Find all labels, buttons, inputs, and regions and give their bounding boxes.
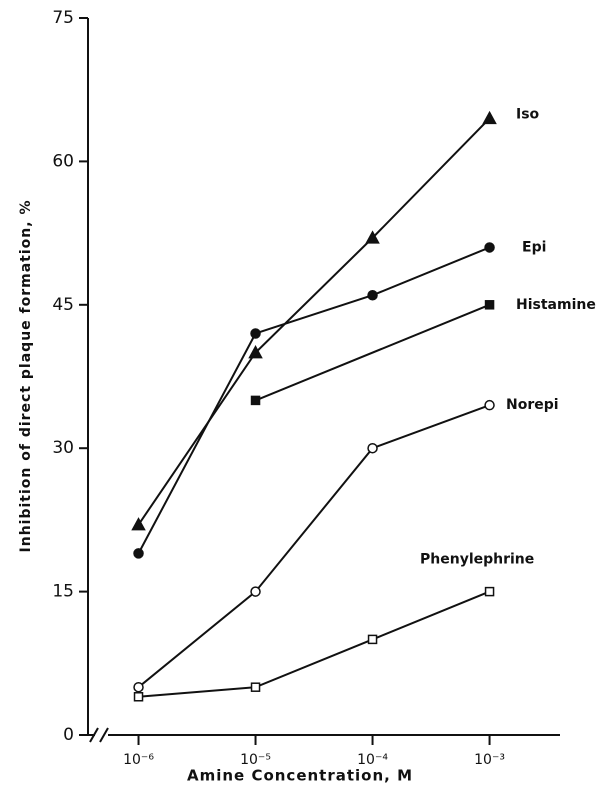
marker xyxy=(133,548,144,559)
marker xyxy=(250,586,261,597)
x-tick-label: 10⁻⁵ xyxy=(240,752,271,768)
series-line xyxy=(137,246,490,554)
y-tick-label: 45 xyxy=(52,295,74,315)
x-axis xyxy=(88,727,560,743)
series-label: Norepi xyxy=(506,397,559,413)
marker xyxy=(365,230,380,244)
series-label: Histamine xyxy=(516,297,596,313)
marker xyxy=(367,634,378,645)
series-line xyxy=(255,303,490,402)
y-tick-label: 30 xyxy=(52,438,74,458)
x-axis-label: Amine Concentration, M xyxy=(187,767,413,785)
y-tick-label: 0 xyxy=(63,725,74,745)
series-line xyxy=(138,590,490,698)
marker xyxy=(133,692,144,702)
marker xyxy=(250,395,261,406)
x-tick-label: 10⁻³ xyxy=(474,752,505,768)
y-tick-label: 15 xyxy=(52,582,74,602)
marker xyxy=(250,682,261,692)
marker xyxy=(484,242,495,253)
series-line xyxy=(137,404,490,688)
series-label: Iso xyxy=(516,106,540,122)
marker xyxy=(367,442,378,454)
x-tick-label: 10⁻⁶ xyxy=(123,752,154,768)
y-tick-label: 60 xyxy=(52,151,74,171)
series-line xyxy=(137,117,491,526)
x-tick-label: 10⁻⁴ xyxy=(357,752,388,768)
marker xyxy=(484,399,495,411)
series-label: Phenylephrine xyxy=(420,552,534,568)
marker xyxy=(484,586,495,597)
marker xyxy=(248,345,263,359)
marker xyxy=(133,681,144,693)
marker xyxy=(131,517,146,531)
y-axis-label: Inhibition of direct plaque formation, % xyxy=(18,200,34,553)
marker xyxy=(250,328,261,339)
y-tick-label: 75 xyxy=(52,8,74,28)
marker xyxy=(482,110,497,125)
marker xyxy=(484,300,495,310)
series-label: Epi xyxy=(522,239,546,255)
marker xyxy=(367,289,378,301)
